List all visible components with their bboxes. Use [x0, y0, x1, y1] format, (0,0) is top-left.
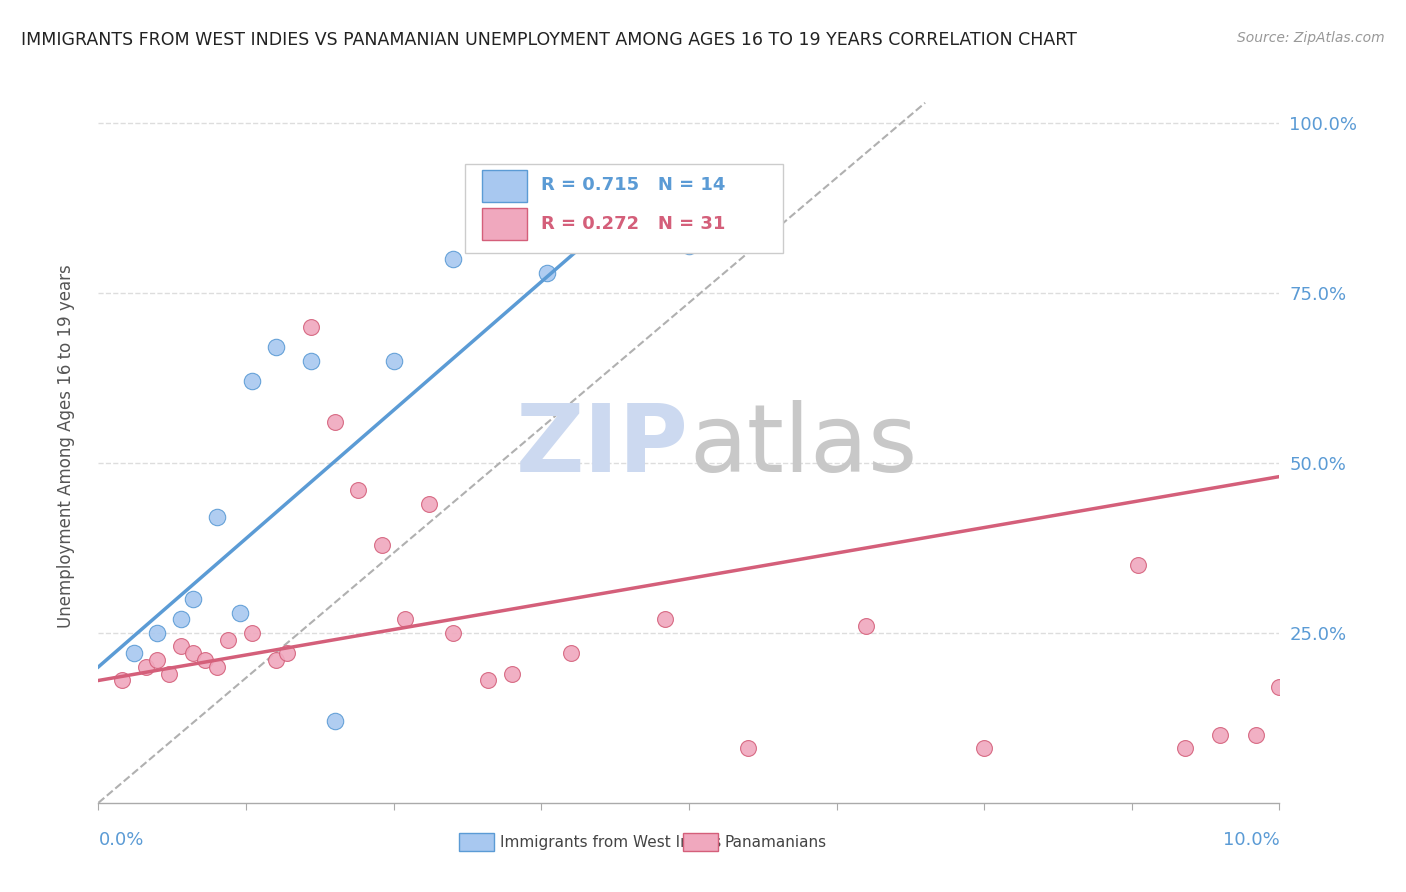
Point: [1244, 728, 1267, 742]
Point: [299, 320, 322, 334]
Point: [441, 252, 464, 266]
Point: [560, 646, 582, 660]
Point: [135, 660, 157, 674]
Point: [240, 626, 263, 640]
Point: [1209, 728, 1232, 742]
Point: [654, 612, 676, 626]
Bar: [482, 169, 527, 202]
Point: [1126, 558, 1149, 572]
Point: [181, 591, 204, 606]
Point: [146, 626, 169, 640]
Point: [194, 653, 217, 667]
Y-axis label: Unemployment Among Ages 16 to 19 years: Unemployment Among Ages 16 to 19 years: [56, 264, 75, 628]
Point: [264, 341, 287, 355]
Point: [855, 619, 877, 633]
Point: [240, 375, 263, 389]
Point: [299, 354, 322, 368]
Bar: [683, 833, 718, 851]
Point: [1174, 741, 1197, 756]
Point: [323, 415, 346, 429]
Text: R = 0.715   N = 14: R = 0.715 N = 14: [541, 176, 725, 194]
Point: [157, 666, 180, 681]
Bar: [482, 209, 527, 241]
Text: 0.0%: 0.0%: [98, 831, 143, 849]
Point: [1268, 680, 1291, 694]
Text: Panamanians: Panamanians: [724, 835, 827, 849]
Point: [347, 483, 370, 498]
Point: [441, 626, 464, 640]
Text: Immigrants from West Indies: Immigrants from West Indies: [501, 835, 721, 849]
Point: [501, 666, 523, 681]
Point: [229, 606, 252, 620]
Point: [217, 632, 239, 647]
Text: ZIP: ZIP: [516, 400, 689, 492]
Text: IMMIGRANTS FROM WEST INDIES VS PANAMANIAN UNEMPLOYMENT AMONG AGES 16 TO 19 YEARS: IMMIGRANTS FROM WEST INDIES VS PANAMANIA…: [21, 31, 1077, 49]
Point: [536, 266, 558, 280]
FancyBboxPatch shape: [464, 164, 783, 253]
Point: [477, 673, 499, 688]
Point: [205, 510, 228, 524]
Point: [122, 646, 145, 660]
Point: [394, 612, 416, 626]
Text: 10.0%: 10.0%: [1223, 831, 1279, 849]
Point: [146, 653, 169, 667]
Text: R = 0.272   N = 31: R = 0.272 N = 31: [541, 215, 725, 233]
Point: [382, 354, 405, 368]
Point: [181, 646, 204, 660]
Point: [264, 653, 287, 667]
Point: [371, 537, 394, 551]
Bar: [458, 833, 494, 851]
Point: [170, 612, 193, 626]
Point: [737, 741, 759, 756]
Point: [323, 714, 346, 729]
Point: [170, 640, 193, 654]
Point: [111, 673, 134, 688]
Point: [205, 660, 228, 674]
Point: [678, 238, 700, 252]
Text: Source: ZipAtlas.com: Source: ZipAtlas.com: [1237, 31, 1385, 45]
Point: [276, 646, 298, 660]
Text: atlas: atlas: [689, 400, 917, 492]
Point: [973, 741, 995, 756]
Point: [418, 497, 440, 511]
